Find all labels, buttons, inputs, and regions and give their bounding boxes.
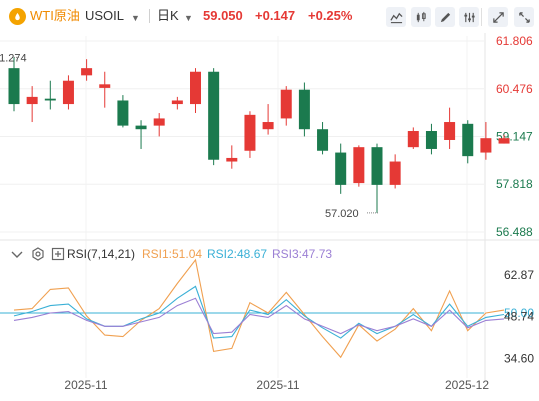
instrument-name[interactable]: WTI原油 <box>30 8 80 23</box>
chart-header: WTI原油 USOIL ▼ 日K ▼ 59.050 +0.147 +0.25% <box>0 0 539 32</box>
time-tick-label: 2025-11 <box>64 378 107 392</box>
rsi-tick-label: 34.60 <box>504 351 534 365</box>
grid-layer <box>0 36 484 378</box>
period-dropdown-icon[interactable]: ▼ <box>184 13 193 23</box>
time-tick-label: 2025-11 <box>256 378 299 392</box>
low-price-label: 57.020 <box>325 208 359 220</box>
candle-body <box>371 147 383 185</box>
price-tick-label: 56.488 <box>496 225 533 239</box>
high-price-label: 61.274 <box>0 52 27 64</box>
candle-body <box>353 147 365 184</box>
candle-body <box>117 100 129 126</box>
expand-icon[interactable] <box>514 7 534 27</box>
indicator-icon <box>51 247 65 261</box>
candle-body <box>81 68 93 76</box>
candle-body <box>226 157 238 162</box>
rsi1-value: RSI1:51.04 <box>142 247 203 261</box>
candle-body <box>244 114 256 151</box>
candle-body <box>280 89 292 119</box>
price-change: +0.147 <box>255 8 296 23</box>
rsi-label: RSI(7,14,21) <box>67 247 136 261</box>
candle-body <box>153 118 165 126</box>
rsi-series-rsi2 <box>13 285 505 339</box>
candle-style-icon[interactable] <box>411 7 431 27</box>
period-selector[interactable]: 日K <box>157 8 179 23</box>
candle-body <box>462 123 474 157</box>
symbol-dropdown-icon[interactable]: ▼ <box>131 13 140 23</box>
fullscreen-icon[interactable] <box>488 7 508 27</box>
candle-body <box>171 100 183 105</box>
candles-layer <box>8 57 510 213</box>
rsi-legend-bar: RSI(7,14,21) RSI1:51.04 RSI2:48.67 RSI3:… <box>0 244 380 264</box>
rsi3-value: RSI3:47.73 <box>272 247 333 261</box>
candle-body <box>44 98 56 101</box>
header-divider <box>149 9 150 23</box>
price-tick-label: 61.806 <box>496 34 533 48</box>
time-tick-label: 2025-12 <box>445 378 489 392</box>
price-tick-label: 60.476 <box>496 82 533 96</box>
symbol-code[interactable]: USOIL <box>85 8 125 23</box>
candle-body <box>498 138 510 144</box>
draw-pen-icon[interactable] <box>435 7 455 27</box>
candle-body <box>190 71 201 105</box>
candle-body <box>26 96 38 105</box>
rsi-tick-label: 62.87 <box>504 268 534 282</box>
candle-body <box>317 129 329 151</box>
candle-body <box>208 71 220 160</box>
candle-body <box>99 84 111 88</box>
candle-body <box>425 131 437 149</box>
candle-body <box>444 122 456 140</box>
rsi2-value: RSI2:48.67 <box>207 247 268 261</box>
collapse-icon[interactable] <box>10 247 24 261</box>
rsi-tick-label: 48.74 <box>504 310 534 324</box>
candle-body <box>298 89 310 130</box>
indicator-settings-icon[interactable] <box>459 7 479 27</box>
candle-body <box>335 152 347 185</box>
candle-body <box>62 80 74 105</box>
rsi-tick-label: 50.00 <box>504 306 534 320</box>
toolbar-divider <box>481 8 482 26</box>
candle-body <box>407 131 419 148</box>
candle-body <box>262 122 274 130</box>
candle-body <box>480 138 492 153</box>
oil-drop-icon <box>9 8 26 25</box>
price-change-percent: +0.25% <box>308 8 353 23</box>
line-chart-icon[interactable] <box>386 7 406 27</box>
price-tick-label: 57.818 <box>496 177 533 191</box>
last-price: 59.050 <box>203 8 243 23</box>
candle-body <box>389 161 401 185</box>
rsi-series-rsi3 <box>13 297 505 335</box>
settings-icon[interactable] <box>31 247 45 261</box>
rsi-series-rsi1 <box>13 258 505 359</box>
candle-body <box>135 125 147 130</box>
candle-body <box>8 68 20 105</box>
